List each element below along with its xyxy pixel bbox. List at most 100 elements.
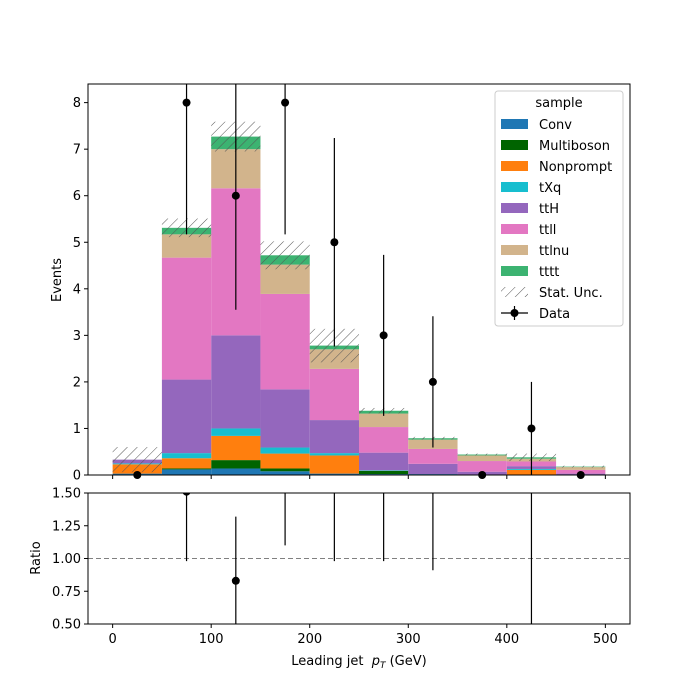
legend-swatch-ttlnu (501, 245, 528, 255)
bar-nonprompt-bin-4 (309, 455, 359, 474)
bar-ttlnu-bin-1 (161, 234, 212, 258)
bar-tth-bin-2 (211, 335, 261, 429)
legend-swatch-txq (501, 182, 528, 192)
legend-title: sample (535, 96, 582, 111)
main-y-tick-label-1: 1 (73, 422, 81, 437)
bar-ttlnu-bin-5 (359, 413, 409, 428)
bar-nonprompt-bin-1 (161, 458, 212, 469)
bar-multiboson-bin-1 (161, 468, 212, 470)
ratio-x-ticks: 0 100 200 300 400 500 (108, 624, 618, 647)
main-y-tick-label-4: 4 (73, 282, 81, 297)
bar-tth-bin-1 (161, 379, 212, 454)
x-tick-label-1: 100 (199, 632, 224, 647)
legend-label-multiboson: Multiboson (539, 139, 610, 154)
legend-swatch-stat-unc- (501, 287, 528, 297)
ratio-point-0 (182, 493, 191, 496)
legend-label-nonprompt: Nonprompt (539, 160, 612, 175)
legend-swatch-ttll (501, 224, 528, 234)
main-y-tick-label-6: 6 (73, 189, 81, 204)
data-point-6 (428, 377, 437, 386)
main-plot: 0 1 2 3 4 5 6 7 8 Events (50, 83, 631, 484)
bar-txq-bin-4 (309, 453, 359, 456)
bar-multiboson-bin-2 (211, 460, 261, 469)
x-tick-label-4: 400 (494, 632, 519, 647)
stat-unc-bin-0 (112, 447, 162, 473)
bar-txq-bin-3 (260, 447, 310, 454)
stat-unc-bin-3 (260, 241, 310, 270)
legend-swatch-conv (501, 119, 528, 129)
main-ylabel: Events (50, 258, 65, 302)
legend-swatch-tttt (501, 266, 528, 276)
x-tick-label-3: 300 (396, 632, 421, 647)
bar-tth-bin-3 (260, 389, 310, 448)
main-y-tick-label-8: 8 (73, 96, 81, 111)
ratio-y-ticks: 0.50 0.75 1.00 1.25 1.50 (52, 487, 88, 633)
main-y-tick-label-2: 2 (73, 375, 81, 390)
ratio-y-tick-label-2: 1.00 (52, 552, 81, 567)
bar-ttll-bin-7 (457, 461, 507, 472)
legend-label-ttll: ttll (539, 223, 556, 238)
data-point-5 (379, 331, 388, 340)
ratio-y-tick-label-1: 0.75 (52, 585, 81, 600)
bar-conv-bin-3 (260, 471, 310, 475)
main-y-tick-label-7: 7 (73, 143, 81, 158)
x-tick-label-2: 200 (297, 632, 322, 647)
data-point-1 (182, 98, 191, 107)
x-tick-label-0: 0 (108, 632, 116, 647)
bar-txq-bin-2 (211, 428, 261, 436)
bar-ttlnu-bin-9 (556, 467, 606, 470)
main-x-ticks (112, 475, 606, 479)
x-axis-label-var: p (371, 654, 380, 669)
data-point-3 (281, 98, 290, 107)
stat-unc-bin-9 (556, 465, 606, 468)
main-y-tick-label-5: 5 (73, 236, 81, 251)
legend-label-tttt: tttt (539, 265, 559, 280)
stat-unc-bin-7 (457, 453, 507, 456)
ratio-plot: 0.50 0.75 1.00 1.25 1.50 0 100 200 300 400 500 Ra… (29, 487, 631, 671)
bar-txq-bin-1 (161, 453, 212, 459)
bar-ttll-bin-4 (309, 368, 359, 421)
bar-tth-bin-4 (309, 420, 359, 454)
bar-ttll-bin-1 (161, 257, 212, 380)
bar-multiboson-bin-3 (260, 468, 310, 472)
legend: sample Conv Multiboson Nonprompt tXq ttH ttll t… (494, 90, 624, 327)
x-axis-label: Leading jet pT (GeV) (291, 654, 426, 671)
legend-label-tth: ttH (539, 202, 559, 217)
x-tick-label-5: 500 (593, 632, 618, 647)
ratio-y-tick-label-0: 0.50 (52, 618, 81, 633)
main-y-ticks: 0 1 2 3 4 5 6 7 8 (73, 96, 88, 484)
main-y-tick-label-3: 3 (73, 329, 81, 344)
bar-ttll-bin-6 (408, 448, 458, 464)
ratio-points (182, 493, 533, 624)
bar-ttll-bin-5 (359, 427, 409, 453)
legend-label-data: Data (539, 307, 570, 322)
data-point-2 (231, 191, 240, 200)
x-axis-label-unit: (GeV) (385, 654, 426, 669)
bar-tth-bin-5 (359, 452, 409, 471)
bar-ttlnu-bin-3 (260, 264, 310, 294)
legend-swatch-multiboson (501, 140, 528, 150)
legend-swatch-tth (501, 203, 528, 213)
legend-label-ttlnu: ttlnu (539, 244, 569, 259)
ratio-y-tick-label-3: 1.25 (52, 519, 81, 534)
ratio-y-tick-label-4: 1.50 (52, 487, 81, 502)
bar-ttll-bin-3 (260, 293, 310, 390)
ratio-ylabel: Ratio (29, 541, 44, 574)
legend-label-conv: Conv (539, 118, 572, 133)
main-y-tick-label-0: 0 (73, 469, 81, 484)
bar-conv-bin-2 (211, 468, 261, 475)
legend-data-marker (510, 309, 519, 317)
ratio-point-1 (231, 576, 240, 585)
x-axis-label-sub: T (380, 661, 387, 671)
data-point-8 (527, 424, 536, 433)
bar-ttlnu-bin-7 (457, 455, 507, 462)
data-points (133, 84, 585, 479)
bar-nonprompt-bin-2 (211, 435, 261, 461)
bar-conv-bin-1 (161, 469, 212, 475)
x-axis-label-prefix: Leading jet (291, 654, 371, 669)
bar-nonprompt-bin-3 (260, 453, 310, 469)
bar-multiboson-bin-5 (359, 470, 409, 475)
legend-swatch-nonprompt (501, 161, 528, 171)
main-plot-frame (87, 83, 631, 476)
